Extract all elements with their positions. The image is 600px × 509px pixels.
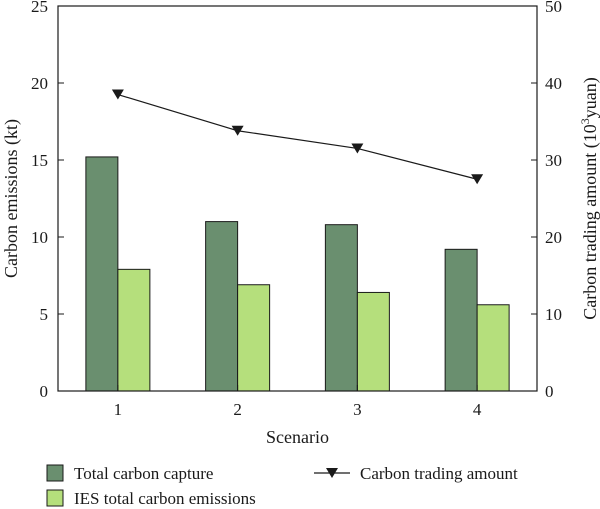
marker-carbon-trading-amount-2 xyxy=(231,125,244,136)
y-right-tick-label-0: 0 xyxy=(545,382,554,401)
y-right-tick-label-10: 10 xyxy=(545,305,562,324)
y-right-tick-label-50: 50 xyxy=(545,0,562,16)
marker-carbon-trading-amount-3 xyxy=(351,143,364,154)
legend-swatch-total-carbon-capture xyxy=(46,464,64,482)
legend-label-carbon-trading-amount: Carbon trading amount xyxy=(360,464,518,483)
x-tick-label-1: 1 xyxy=(114,400,123,419)
y-left-tick-label-25: 25 xyxy=(31,0,48,16)
legend-marker-carbon-trading-amount xyxy=(326,468,338,478)
legend: Total carbon capture IES total carbon emi… xyxy=(46,464,518,508)
x-axis-title: Scenario xyxy=(266,427,329,447)
bar-ies-total-carbon-emissions-1 xyxy=(117,268,151,392)
y-right-tick-label-20: 20 xyxy=(545,228,562,247)
bar-total-carbon-capture-3 xyxy=(324,224,358,392)
bar-ies-total-carbon-emissions-4 xyxy=(476,304,510,392)
bar-total-carbon-capture-1 xyxy=(85,156,119,392)
legend-label-total-carbon-capture: Total carbon capture xyxy=(74,464,213,483)
y-left-tick-label-20: 20 xyxy=(31,74,48,93)
y-left-tick-label-0: 0 xyxy=(40,382,49,401)
bar-ies-total-carbon-emissions-3 xyxy=(356,291,390,392)
plot-frame xyxy=(57,5,538,392)
y-right-axis-title: Carbon trading amount (103yuan) xyxy=(578,77,600,319)
bar-total-carbon-capture-4 xyxy=(444,248,478,392)
y-right-tick-label-30: 30 xyxy=(545,151,562,170)
x-tick-label-2: 2 xyxy=(233,400,242,419)
plot-area xyxy=(85,89,510,392)
marker-carbon-trading-amount-4 xyxy=(471,174,484,185)
legend-swatch-ies-total-carbon-emissions xyxy=(46,489,64,507)
y-left-tick-label-15: 15 xyxy=(31,151,48,170)
y-left-tick-label-10: 10 xyxy=(31,228,48,247)
bar-total-carbon-capture-2 xyxy=(205,221,239,392)
y-right-tick-label-40: 40 xyxy=(545,74,562,93)
y-left-tick-label-5: 5 xyxy=(40,305,49,324)
x-tick-label-3: 3 xyxy=(353,400,362,419)
legend-label-ies-total-carbon-emissions: IES total carbon emissions xyxy=(74,489,256,508)
marker-carbon-trading-amount-1 xyxy=(111,89,124,100)
line-carbon-trading-amount xyxy=(117,93,478,180)
y-left-axis-title: Carbon emissions (kt) xyxy=(1,119,22,278)
bar-ies-total-carbon-emissions-2 xyxy=(237,284,271,392)
axes: 0 5 10 15 20 25 0 10 20 30 40 50 1 2 3 4 Scenario Carbon … xyxy=(1,0,600,447)
x-tick-label-4: 4 xyxy=(473,400,482,419)
